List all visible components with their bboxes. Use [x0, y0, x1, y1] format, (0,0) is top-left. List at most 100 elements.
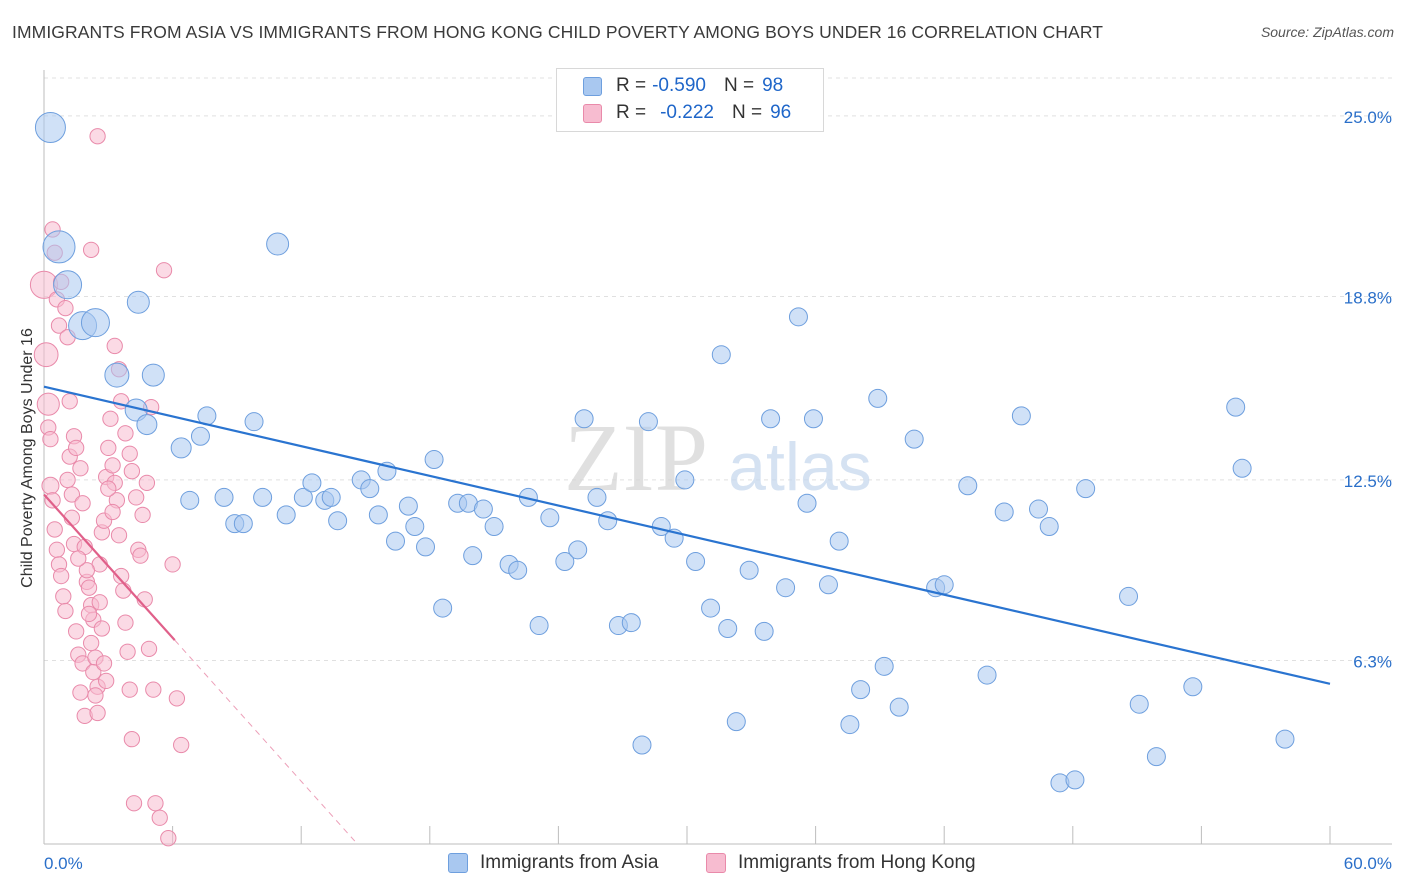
asia-point	[276, 505, 296, 525]
hk-point	[48, 541, 66, 558]
asia-point	[977, 665, 997, 685]
series-legend-asia[interactable]: Immigrants from Asia	[448, 852, 658, 874]
axes	[43, 70, 1392, 845]
asia-point	[266, 232, 290, 256]
hk-point	[138, 474, 156, 491]
asia-point	[416, 537, 436, 557]
hk-point	[117, 614, 134, 631]
asia-point	[1129, 694, 1149, 714]
hk-point	[74, 495, 91, 512]
hk-point	[41, 476, 60, 495]
series-legend-swatch-asia	[448, 853, 468, 873]
hk-point	[72, 684, 89, 701]
asia-point	[386, 531, 406, 551]
asia-point	[1232, 458, 1252, 478]
asia-point	[829, 531, 849, 551]
chart-title: IMMIGRANTS FROM ASIA VS IMMIGRANTS FROM …	[12, 22, 1104, 42]
hk-trend-line	[43, 493, 176, 641]
legend-row-asia: R = -0.590 N = 98	[583, 75, 783, 97]
asia-point	[80, 308, 110, 338]
hk-point	[33, 342, 59, 368]
asia-point	[368, 505, 388, 525]
series-legend-hk[interactable]: Immigrants from Hong Kong	[706, 852, 976, 874]
legend-n-value-asia: 98	[762, 75, 784, 96]
legend-n-value-hk: 96	[770, 102, 792, 123]
asia-point	[1183, 677, 1203, 697]
hk-point	[89, 128, 106, 145]
hk-point	[132, 547, 149, 564]
hk-point	[121, 681, 138, 698]
asia-point	[638, 412, 658, 432]
hk-point	[70, 550, 87, 567]
correlation-legend: R = -0.590 N = 98 R = -0.222 N = 96	[556, 68, 824, 132]
asia-point	[994, 502, 1014, 522]
asia-point	[473, 499, 493, 519]
asia-point	[170, 437, 192, 459]
grid-lines	[44, 77, 1392, 662]
hk-point	[87, 687, 104, 704]
hk-point	[63, 486, 81, 503]
hk-point	[89, 704, 106, 722]
y-tick-label: 6.3%	[1353, 653, 1392, 672]
asia-point	[675, 470, 695, 490]
asia-point	[889, 697, 909, 717]
asia-point	[632, 735, 652, 755]
asia-point	[463, 546, 483, 566]
hk-point	[68, 439, 85, 457]
hk-point	[83, 241, 100, 258]
hk-point	[128, 489, 145, 506]
hk-point	[145, 681, 162, 698]
hk-point	[102, 410, 119, 427]
hk-point	[57, 602, 74, 620]
hk-point	[61, 393, 78, 410]
asia-point	[141, 363, 165, 387]
legend-r-label: R =	[616, 102, 647, 123]
hk-point	[78, 562, 96, 579]
asia-point	[934, 575, 954, 595]
hk-point	[173, 736, 190, 754]
series-legend-swatch-hk	[706, 853, 726, 873]
asia-point	[555, 551, 575, 571]
hk-point	[36, 392, 60, 416]
asia-point	[797, 493, 817, 513]
asia-point	[1029, 499, 1049, 519]
legend-r-value-asia: -0.590	[652, 75, 706, 96]
hk-point	[104, 503, 121, 521]
hk-point	[59, 471, 76, 489]
hk-point	[147, 795, 164, 812]
asia-point	[244, 412, 264, 432]
asia-point	[233, 514, 253, 534]
asia-point	[253, 487, 273, 507]
asia-point	[718, 618, 738, 638]
asia-point	[776, 578, 796, 598]
asia-point	[529, 616, 549, 636]
hk-point	[46, 521, 63, 538]
legend-n-label: N =	[731, 102, 763, 123]
legend-r-label: R =	[616, 75, 647, 96]
asia-point	[321, 487, 341, 507]
asia-point	[405, 517, 425, 537]
legend-n-label: N =	[723, 75, 755, 96]
asia-point	[761, 409, 781, 429]
hk-point	[85, 664, 102, 681]
series-legend: Immigrants from Asia Immigrants from Hon…	[0, 852, 1406, 876]
source-label: Source: ZipAtlas.com	[1260, 24, 1394, 40]
hk-point	[55, 588, 72, 605]
asia-point	[818, 575, 838, 595]
watermark-atlas: atlas	[728, 429, 872, 505]
asia-point	[788, 307, 808, 327]
asia-point	[568, 540, 588, 560]
asia-point	[803, 409, 823, 429]
asia-point	[302, 473, 322, 493]
hk-point	[134, 506, 151, 524]
y-tick-label: 25.0%	[1344, 108, 1392, 127]
hk-point	[110, 527, 128, 544]
hk-point	[91, 594, 108, 611]
asia-point	[424, 450, 444, 470]
hk-point	[119, 643, 136, 660]
asia-point	[574, 409, 594, 429]
asia-point	[1146, 747, 1166, 767]
hk-point	[104, 457, 121, 474]
hk-point	[106, 337, 123, 355]
